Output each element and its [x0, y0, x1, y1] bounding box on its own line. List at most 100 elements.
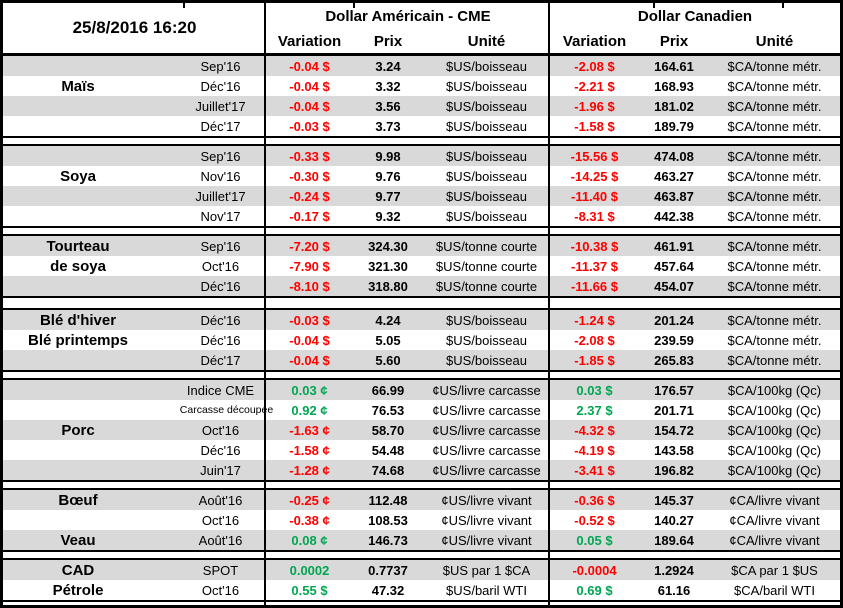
ca-variation-value: -0.52 $: [574, 512, 615, 528]
table-row: Déc'17 -0.04 $ 5.60 $US/boisseau -1.85 $ 265.…: [3, 350, 840, 370]
commodity-label: [3, 146, 153, 166]
ca-unit-label: $CA/tonne métr.: [727, 98, 822, 114]
ca-variation-value: -8.31 $: [574, 208, 615, 224]
commodity-label: Blé printemps: [27, 331, 129, 349]
vertical-divider: [264, 3, 266, 605]
contract-month: Nov'17: [200, 208, 241, 224]
us-dollar-title: Dollar Américain - CME: [325, 7, 491, 25]
us-variation-value: -1.63 ¢: [289, 422, 330, 438]
table-row: Pétrole Oct'16 0.55 $ 47.32 $US/baril WTI 0.6…: [3, 580, 840, 600]
contract-month: Sep'16: [200, 238, 241, 254]
grid-tick: [653, 3, 655, 8]
commodity-label: [3, 96, 153, 116]
us-unit-label: $US/boisseau: [446, 118, 527, 134]
ca-unit-label: ¢CA/livre vivant: [729, 512, 820, 528]
table-row: Sep'16 -0.33 $ 9.98 $US/boisseau -15.56 $ 474…: [3, 146, 840, 166]
ca-price-value: 168.93: [654, 78, 694, 94]
ca-unit-label: $CA/100kg (Qc): [727, 402, 822, 418]
us-unit-label: ¢US/livre carcasse: [432, 442, 541, 458]
ca-unit-label: $CA/tonne métr.: [727, 188, 822, 204]
ca-unit-label: $CA/tonne métr.: [727, 332, 822, 348]
ca-price-value: 189.79: [654, 118, 694, 134]
table-header: 25/8/2016 16:20 Dollar Américain - CME V…: [3, 3, 840, 54]
ca-unit-label: $CA/tonne métr.: [727, 278, 822, 294]
us-variation-value: -0.04 $: [289, 98, 330, 114]
us-price-value: 4.24: [375, 312, 401, 328]
ca-variation-value: -2.08 $: [574, 58, 615, 74]
us-price-value: 74.68: [371, 462, 405, 478]
table-row: Sep'16 -0.04 $ 3.24 $US/boisseau -2.08 $ 164.…: [3, 56, 840, 76]
commodity-label: Tourteau: [46, 237, 110, 255]
commodity-label: Bœuf: [58, 491, 98, 509]
ca-variation-value: -1.96 $: [574, 98, 615, 114]
us-variation-value: -0.25 ¢: [289, 492, 330, 508]
ca-dollar-header-block: Dollar Canadien Variation Prix Unité: [550, 3, 840, 53]
table-row: Maïs Déc'16 -0.04 $ 3.32 $US/boisseau -2.21 $…: [3, 76, 840, 96]
us-variation-value: -0.04 $: [289, 78, 330, 94]
us-unit-label: ¢US/livre vivant: [441, 512, 532, 528]
table-row: Soya Nov'16 -0.30 $ 9.76 $US/boisseau -14.25 …: [3, 166, 840, 186]
us-variation-value: -0.17 $: [289, 208, 330, 224]
us-price-value: 321.30: [368, 258, 408, 274]
us-unit-label: $US/tonne courte: [435, 278, 538, 294]
us-unit-label: ¢US/livre vivant: [441, 532, 532, 548]
ca-unite-column-header: Unité: [755, 32, 794, 50]
us-price-value: 324.30: [368, 238, 408, 254]
section-separator: [3, 372, 840, 378]
grid-tick: [183, 3, 185, 8]
table-row: Blé d'hiver Déc'16 -0.03 $ 4.24 $US/boisseau…: [3, 310, 840, 330]
us-price-value: 3.24: [375, 58, 401, 74]
us-variation-value: -0.30 $: [289, 168, 330, 184]
ca-unit-label: ¢CA/livre vivant: [729, 532, 820, 548]
us-unit-label: $US/boisseau: [446, 148, 527, 164]
table-row: Indice CME 0.03 ¢ 66.99 ¢US/livre carcasse 0…: [3, 380, 840, 400]
contract-month: Déc'16: [200, 312, 241, 328]
table-row: Porc Oct'16 -1.63 ¢ 58.70 ¢US/livre carcasse…: [3, 420, 840, 440]
us-unit-label: $US/boisseau: [446, 188, 527, 204]
table-row: Déc'16 -1.58 ¢ 54.48 ¢US/livre carcasse -4.1…: [3, 440, 840, 460]
ca-unit-label: $CA/tonne métr.: [727, 312, 822, 328]
ca-price-value: 442.38: [654, 208, 694, 224]
ca-price-value: 140.27: [654, 512, 694, 528]
ca-price-value: 454.07: [654, 278, 694, 294]
commodity-label: [3, 460, 153, 480]
ca-price-value: 196.82: [654, 462, 694, 478]
commodity-section: Blé d'hiver Déc'16 -0.03 $ 4.24 $US/boisseau…: [3, 308, 840, 372]
us-variation-value: -0.03 $: [289, 118, 330, 134]
table-row: Bœuf Août'16 -0.25 ¢ 112.48 ¢US/livre vivant…: [3, 490, 840, 510]
us-variation-value: 0.0002: [289, 562, 330, 578]
table-row: CAD SPOT 0.0002 0.7737 $US par 1 $CA -0.0004 1…: [3, 560, 840, 580]
us-unit-label: ¢US/livre carcasse: [432, 402, 541, 418]
us-price-value: 318.80: [368, 278, 408, 294]
contract-month: Sep'16: [200, 148, 241, 164]
table-row: Veau Août'16 0.08 ¢ 146.73 ¢US/livre vivant 0…: [3, 530, 840, 550]
us-unit-label: $US/boisseau: [446, 332, 527, 348]
us-variation-value: -0.24 $: [289, 188, 330, 204]
us-unit-label: $US par 1 $CA: [442, 562, 531, 578]
contract-month: Déc'16: [200, 332, 241, 348]
commodity-label: [3, 56, 153, 76]
us-price-value: 108.53: [368, 512, 408, 528]
ca-variation-value: -0.36 $: [574, 492, 615, 508]
ca-unit-label: $CA/100kg (Qc): [727, 422, 822, 438]
commodity-label: [3, 276, 153, 296]
table-row: Oct'16 -0.38 ¢ 108.53 ¢US/livre vivant -0.52…: [3, 510, 840, 530]
ca-variation-value: -14.25 $: [570, 168, 619, 184]
contract-month: Juin'17: [200, 462, 241, 478]
contract-month: Nov'16: [200, 168, 241, 184]
ca-price-value: 145.37: [654, 492, 694, 508]
commodity-label: [3, 206, 153, 226]
us-price-value: 112.48: [368, 492, 408, 508]
commodity-label: [3, 400, 153, 420]
ca-unit-label: $CA/tonne métr.: [727, 352, 822, 368]
contract-month: Carcasse découpée: [179, 404, 274, 416]
ca-variation-value: -3.41 $: [574, 462, 615, 478]
us-price-value: 9.76: [375, 168, 401, 184]
ca-price-value: 463.87: [654, 188, 694, 204]
table-row: de soya Oct'16 -7.90 $ 321.30 $US/tonne cour…: [3, 256, 840, 276]
us-unit-label: $US/boisseau: [446, 98, 527, 114]
commodity-label: CAD: [61, 561, 95, 579]
commodity-section: Bœuf Août'16 -0.25 ¢ 112.48 ¢US/livre vivant…: [3, 488, 840, 552]
report-datetime: 25/8/2016 16:20: [72, 18, 197, 37]
